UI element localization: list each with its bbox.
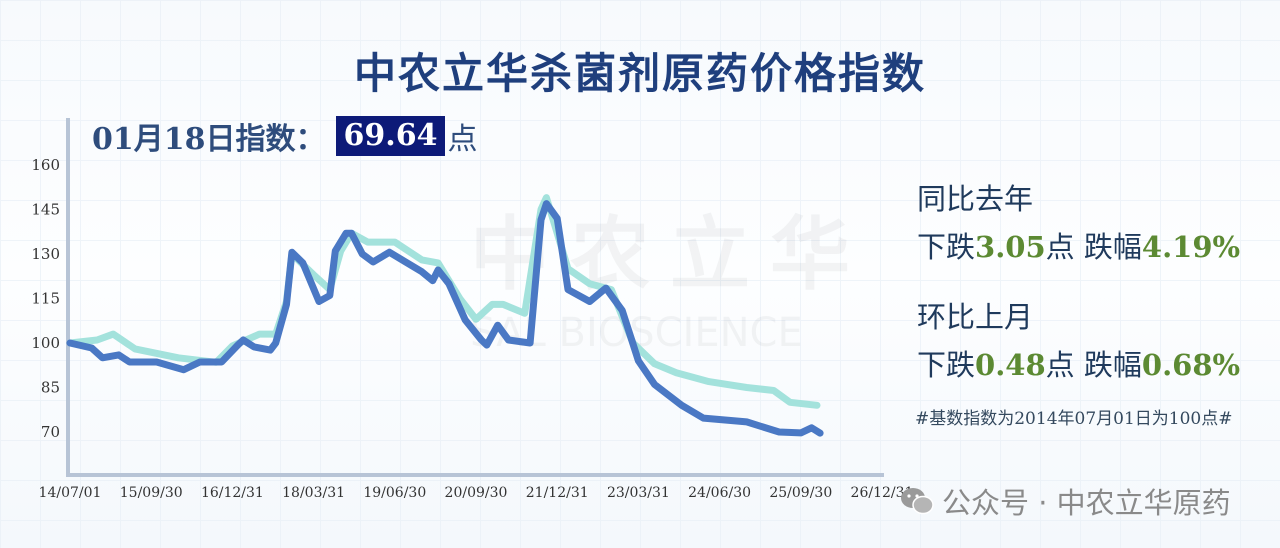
index-unit: 点 [447,122,478,157]
y-tick-label: 145 [31,201,60,219]
x-tick-label: 14/07/01 [39,485,102,501]
yoy-heading: 同比去年 [917,182,1034,216]
yoy-pct-label: 跌幅 [1083,230,1142,264]
mom-change: 下跌0.48点 跌幅0.68% [917,342,1240,384]
footer-text: 公众号 · 中农立华原药 [942,486,1231,520]
y-tick-label: 85 [41,379,60,397]
wechat-icon [900,486,934,516]
y-tick-label: 130 [31,245,60,263]
index-date-label: 01月18日指数： [92,122,326,157]
y-tick-label: 100 [31,334,60,352]
x-tick-label: 16/12/31 [201,485,264,501]
mom-pct-label: 跌幅 [1083,348,1142,382]
yoy-change: 下跌3.05点 跌幅4.19% [917,224,1240,266]
x-tick-label: 18/03/31 [282,485,345,501]
footer: 公众号 · 中农立华原药 [900,480,1231,522]
x-tick-label: 23/03/31 [607,485,670,501]
mom-pct: 0.68% [1141,348,1241,382]
yoy-points-unit: 点 [1045,230,1075,264]
x-tick-label: 15/09/30 [120,485,183,501]
x-tick-label: 24/06/30 [688,485,751,501]
y-tick-label: 70 [41,423,60,441]
x-tick-label: 25/09/30 [769,485,832,501]
x-tick-label: 21/12/31 [526,485,589,501]
yoy-verb: 下跌 [917,230,976,264]
y-tick-label: 160 [31,156,60,174]
yoy-pct: 4.19% [1141,230,1241,264]
mom-points: 0.48 [975,348,1046,382]
current-index: 01月18日指数： 69.64 点 [92,114,477,158]
x-tick-label: 19/06/30 [363,485,426,501]
index-value: 69.64 [335,116,446,156]
x-tick-label: 20/09/30 [445,485,508,501]
page-title: 中农立华杀菌剂原药价格指数 [353,49,926,98]
yoy-points: 3.05 [975,230,1046,264]
series-line-2 [66,200,824,437]
y-tick-label: 115 [31,290,60,308]
mom-heading: 环比上月 [917,300,1034,334]
base-note: #基数指数为2014年07月01日为100点# [915,409,1233,429]
x-tick-label: 26/12/31 [851,485,914,501]
series-line-1 [66,194,821,409]
mom-points-unit: 点 [1045,348,1075,382]
mom-verb: 下跌 [917,348,976,382]
